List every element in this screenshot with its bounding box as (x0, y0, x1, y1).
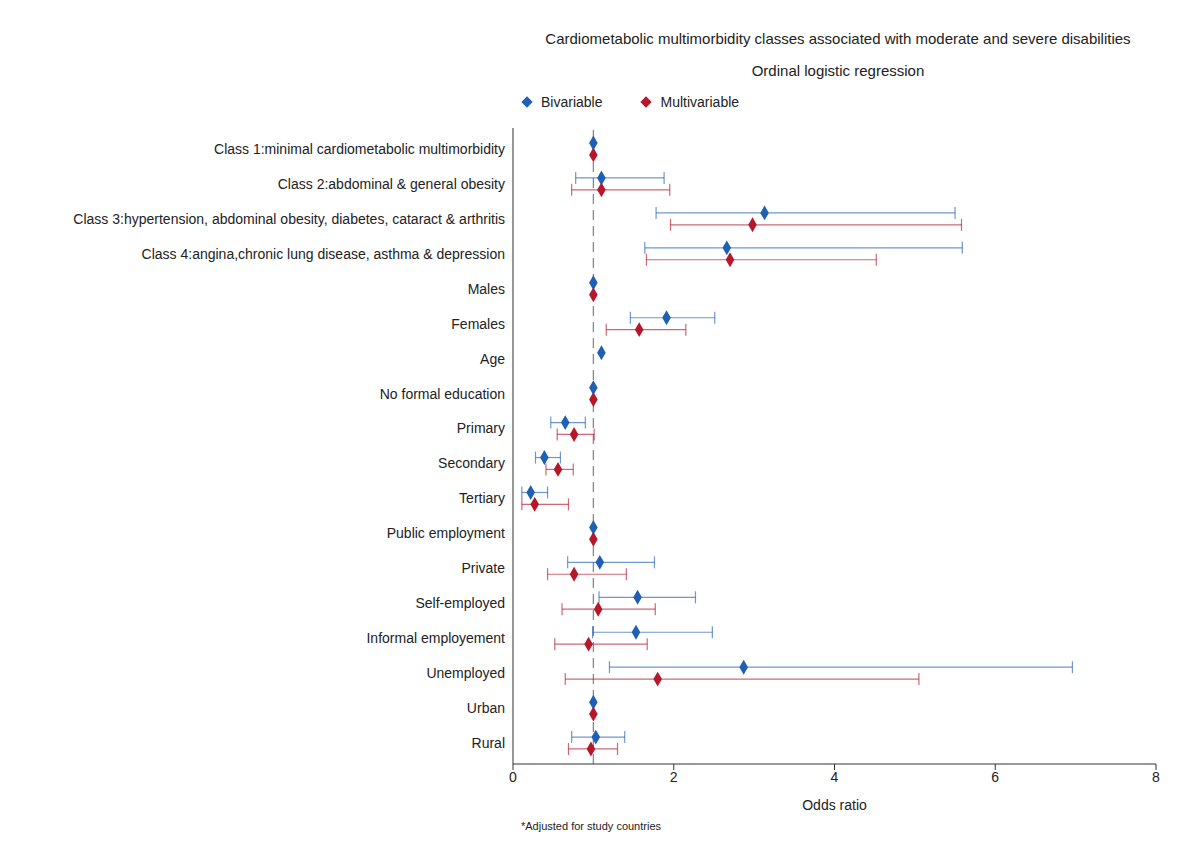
html-text:Bivariable: Bivariable (541, 94, 603, 110)
svg-text:Odds ratio: Odds ratio (802, 797, 867, 813)
svg-text:Private: Private (461, 560, 505, 576)
svg-text:Rural: Rural (472, 735, 505, 751)
html-text:*Adjusted for study countries: *Adjusted for study countries (521, 820, 661, 832)
svg-text:Primary: Primary (457, 420, 505, 436)
svg-text:Males: Males (468, 281, 505, 297)
svg-text:Tertiary: Tertiary (459, 490, 505, 506)
svg-text:Class 3:hypertension, abdomina: Class 3:hypertension, abdominal obesity,… (73, 211, 505, 227)
svg-text:Unemployed: Unemployed (426, 665, 505, 681)
svg-text:Class 1:minimal cardiometaboli: Class 1:minimal cardiometabolic multimor… (214, 141, 505, 157)
svg-text:Urban: Urban (467, 700, 505, 716)
svg-text:2: 2 (670, 769, 678, 785)
svg-text:0: 0 (509, 769, 517, 785)
svg-text:No formal education: No formal education (380, 386, 505, 402)
svg-text:6: 6 (991, 769, 999, 785)
svg-text:Informal employement: Informal employement (366, 630, 505, 646)
svg-text:Class 2:abdominal & general ob: Class 2:abdominal & general obesity (278, 176, 505, 192)
svg-text:4: 4 (831, 769, 839, 785)
svg-text:Class 4:angina,chronic lung di: Class 4:angina,chronic lung disease, ast… (142, 246, 505, 262)
svg-text:Secondary: Secondary (438, 455, 505, 471)
svg-text:Females: Females (451, 316, 505, 332)
svg-text:Age: Age (480, 351, 505, 367)
svg-text:Public employment: Public employment (387, 525, 505, 541)
html-text:Ordinal logistic regression: Ordinal logistic regression (751, 62, 925, 79)
svg-text:Self-employed: Self-employed (416, 595, 506, 611)
svg-text:8: 8 (1152, 769, 1160, 785)
html-text:Multivariable: Multivariable (660, 94, 740, 110)
html-text:Cardiometabolic multimorbidity: Cardiometabolic multimorbidity classes a… (545, 30, 1131, 47)
